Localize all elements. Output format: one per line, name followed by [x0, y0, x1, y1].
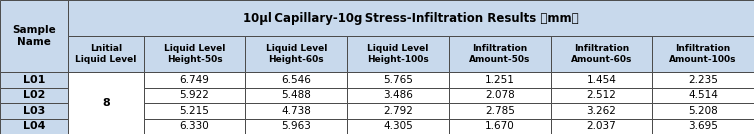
Bar	[245, 72, 347, 88]
Text: 8: 8	[102, 98, 110, 108]
Text: Infiltration
Amount-100s: Infiltration Amount-100s	[670, 44, 737, 64]
Text: Infiltration
Amount-60s: Infiltration Amount-60s	[571, 44, 632, 64]
Text: Liquid Level
Height-60s: Liquid Level Height-60s	[265, 44, 327, 64]
Text: 5.963: 5.963	[281, 121, 311, 131]
Text: 5.215: 5.215	[179, 106, 210, 116]
Text: 2.792: 2.792	[383, 106, 413, 116]
Bar	[652, 36, 754, 72]
Text: 2.037: 2.037	[587, 121, 616, 131]
Bar	[347, 119, 449, 134]
Text: 5.922: 5.922	[179, 90, 210, 100]
Text: 3.695: 3.695	[688, 121, 718, 131]
Bar	[144, 72, 245, 88]
Bar	[245, 103, 347, 119]
Text: 4.305: 4.305	[383, 121, 413, 131]
Bar	[347, 103, 449, 119]
Text: 6.330: 6.330	[179, 121, 210, 131]
Bar	[652, 72, 754, 88]
Text: 4.738: 4.738	[281, 106, 311, 116]
Text: Lnitial
Liquid Level: Lnitial Liquid Level	[75, 44, 136, 64]
Text: Infiltration
Amount-50s: Infiltration Amount-50s	[469, 44, 530, 64]
Bar	[347, 72, 449, 88]
Bar	[245, 88, 347, 103]
Text: Sample
Name: Sample Name	[12, 25, 56, 47]
Bar	[449, 36, 550, 72]
Bar	[0, 72, 69, 88]
Text: 5.208: 5.208	[688, 106, 718, 116]
Text: L04: L04	[23, 121, 45, 131]
Text: 4.514: 4.514	[688, 90, 718, 100]
Bar	[245, 119, 347, 134]
Text: 1.670: 1.670	[485, 121, 514, 131]
Bar	[449, 72, 550, 88]
Text: 1.454: 1.454	[587, 75, 616, 85]
Bar	[69, 72, 144, 134]
Bar	[550, 72, 652, 88]
Bar	[144, 119, 245, 134]
Bar	[347, 88, 449, 103]
Bar	[550, 36, 652, 72]
Bar	[144, 103, 245, 119]
Text: 1.251: 1.251	[485, 75, 515, 85]
Text: Liquid Level
Height-50s: Liquid Level Height-50s	[164, 44, 225, 64]
Bar	[550, 103, 652, 119]
Bar	[0, 119, 69, 134]
Text: 6.546: 6.546	[281, 75, 311, 85]
Bar	[449, 119, 550, 134]
Text: 5.488: 5.488	[281, 90, 311, 100]
Bar	[144, 88, 245, 103]
Bar	[144, 36, 245, 72]
Bar	[652, 88, 754, 103]
Text: 3.486: 3.486	[383, 90, 413, 100]
Bar	[652, 103, 754, 119]
Text: 6.749: 6.749	[179, 75, 210, 85]
Text: 10μl Capillary-10g Stress-Infiltration Results （mm）: 10μl Capillary-10g Stress-Infiltration R…	[244, 12, 579, 25]
Bar	[652, 119, 754, 134]
Text: 5.765: 5.765	[383, 75, 413, 85]
Bar	[347, 36, 449, 72]
Text: L01: L01	[23, 75, 45, 85]
Text: 2.078: 2.078	[485, 90, 514, 100]
Bar	[69, 36, 144, 72]
Bar	[245, 36, 347, 72]
Bar	[69, 0, 754, 36]
Bar	[550, 119, 652, 134]
Bar	[0, 103, 69, 119]
Text: 3.262: 3.262	[587, 106, 616, 116]
Text: L03: L03	[23, 106, 45, 116]
Text: Liquid Level
Height-100s: Liquid Level Height-100s	[367, 44, 429, 64]
Bar	[449, 88, 550, 103]
Bar	[0, 88, 69, 103]
Text: L02: L02	[23, 90, 45, 100]
Text: 2.512: 2.512	[587, 90, 616, 100]
Text: 2.235: 2.235	[688, 75, 718, 85]
Bar	[550, 88, 652, 103]
Bar	[0, 0, 69, 72]
Bar	[449, 103, 550, 119]
Text: 2.785: 2.785	[485, 106, 515, 116]
